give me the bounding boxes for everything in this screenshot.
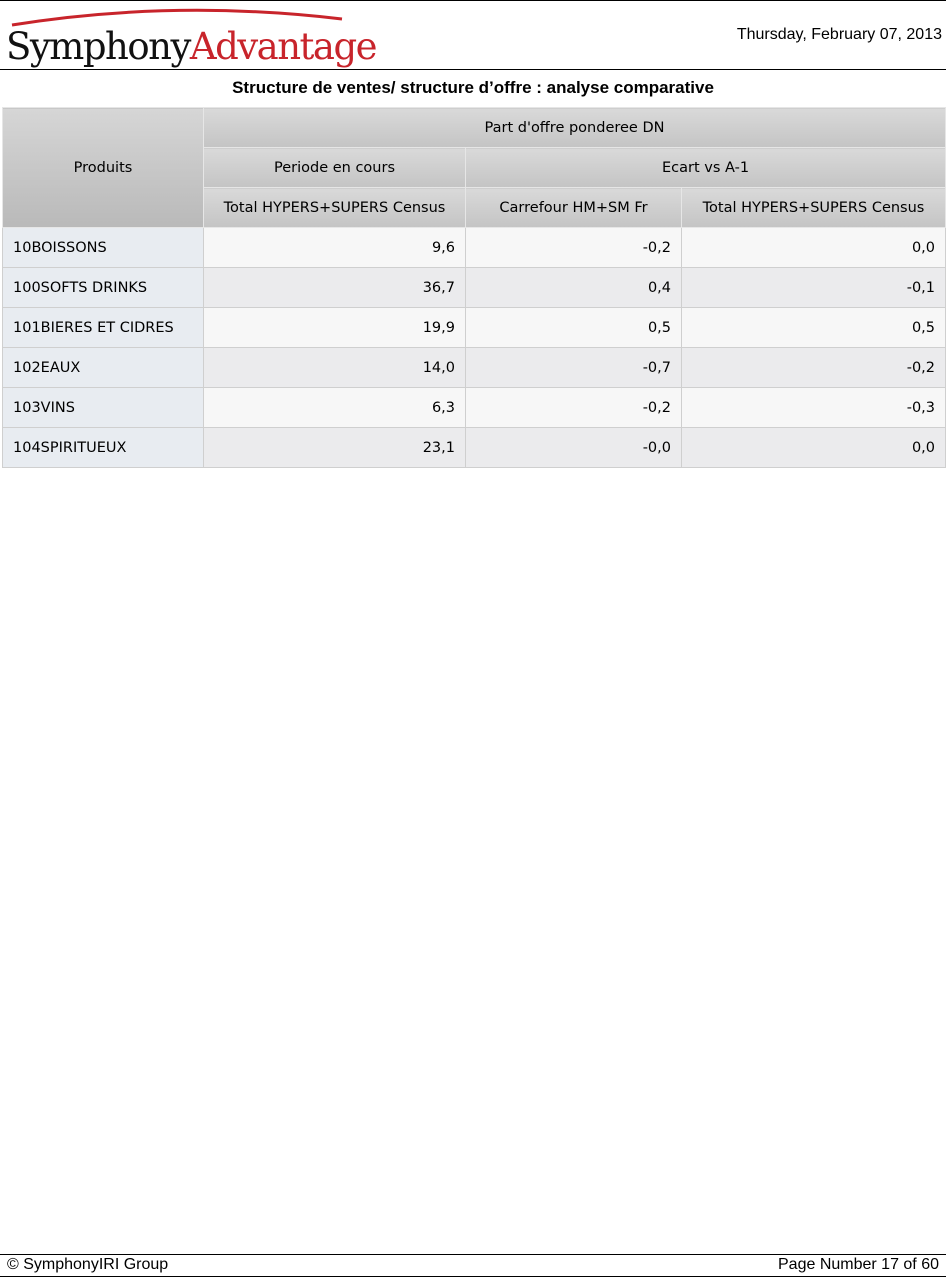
product-name: 101BIERES ET CIDRES — [2, 307, 204, 348]
logo-wordmark: SymphonyAdvantage — [6, 25, 378, 68]
value-cell: 36,7 — [203, 267, 466, 308]
product-name: 104SPIRITUEUX — [2, 427, 204, 468]
value-cell: -0,2 — [465, 227, 682, 268]
period-variance-header: Ecart vs A-1 — [464, 147, 946, 188]
value-cell: 0,0 — [680, 227, 946, 268]
value-cell: 0,5 — [465, 307, 682, 348]
value-cell: -0,2 — [680, 347, 946, 388]
value-cell: 0,5 — [680, 307, 946, 348]
table-row: 103VINS 6,3 -0,2 -0,3 — [2, 387, 946, 428]
comparison-table: Produits Part d'offre ponderee DN Period… — [2, 107, 946, 468]
value-cell: 14,0 — [203, 347, 466, 388]
value-cell: 6,3 — [203, 387, 466, 428]
report-date: Thursday, February 07, 2013 — [736, 26, 942, 43]
page-header: SymphonyAdvantage Thursday, February 07,… — [0, 0, 946, 70]
table-row: 100SOFTS DRINKS 36,7 0,4 -0,1 — [2, 267, 946, 308]
value-cell: 0,0 — [680, 427, 946, 468]
value-cell: 23,1 — [203, 427, 466, 468]
page-footer: © SymphonyIRI Group Page Number 17 of 60 — [0, 1254, 946, 1277]
value-cell: -0,1 — [680, 267, 946, 308]
value-cell: -0,2 — [465, 387, 682, 428]
value-cell: 19,9 — [203, 307, 466, 348]
value-cell: 0,4 — [465, 267, 682, 308]
product-name: 103VINS — [2, 387, 204, 428]
value-cell: -0,7 — [465, 347, 682, 388]
logo-swoosh-icon — [11, 8, 343, 27]
group-header: Part d'offre ponderee DN — [202, 107, 946, 148]
products-column-header: Produits — [2, 107, 204, 228]
logo-advantage-text: Advantage — [189, 25, 378, 68]
product-name: 100SOFTS DRINKS — [2, 267, 204, 308]
table-row: 101BIERES ET CIDRES 19,9 0,5 0,5 — [2, 307, 946, 348]
period-current-header: Periode en cours — [203, 147, 466, 188]
table-row: 10BOISSONS 9,6 -0,2 0,0 — [2, 227, 946, 268]
column-header-carrefour: Carrefour HM+SM Fr — [465, 187, 682, 228]
column-header-total-variance: Total HYPERS+SUPERS Census — [680, 187, 946, 228]
value-cell: -0,3 — [680, 387, 946, 428]
page-number: Page Number 17 of 60 — [778, 1256, 939, 1273]
symphony-advantage-logo: SymphonyAdvantage — [4, 5, 378, 69]
logo-symphony-text: Symphony — [6, 25, 191, 68]
copyright-text: © SymphonyIRI Group — [7, 1256, 169, 1273]
table-row: 102EAUX 14,0 -0,7 -0,2 — [2, 347, 946, 388]
column-header-total-current: Total HYPERS+SUPERS Census — [203, 187, 466, 228]
value-cell: -0,0 — [465, 427, 682, 468]
value-cell: 9,6 — [203, 227, 466, 268]
product-name: 102EAUX — [2, 347, 204, 388]
report-title: Structure de ventes/ structure d’offre :… — [232, 78, 714, 97]
table-row: 104SPIRITUEUX 23,1 -0,0 0,0 — [2, 427, 946, 468]
product-name: 10BOISSONS — [2, 227, 204, 268]
